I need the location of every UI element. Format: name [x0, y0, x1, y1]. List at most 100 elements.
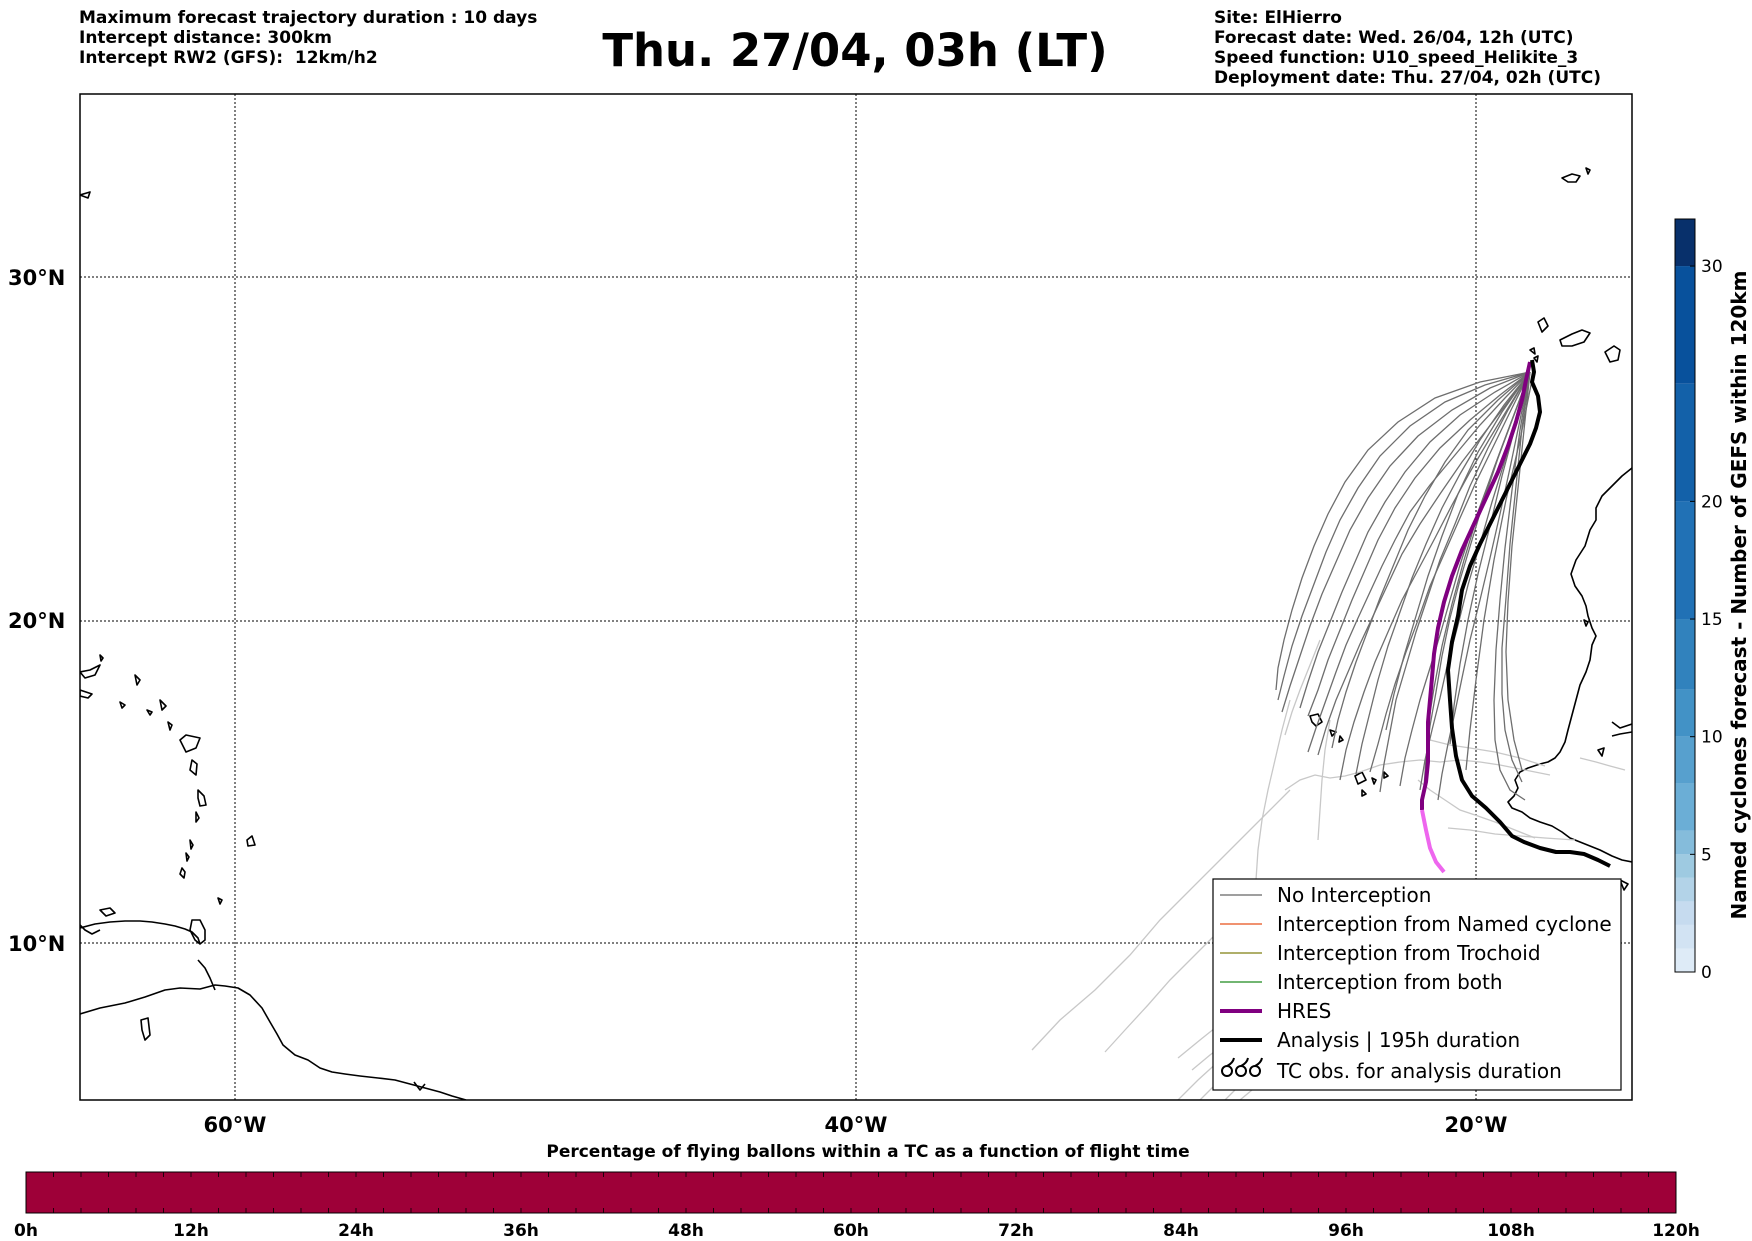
ensemble-track	[1427, 371, 1531, 727]
header-left-info: Maximum forecast trajectory duration : 1…	[79, 8, 537, 68]
right-colorbar-tick-label: 5	[1701, 845, 1712, 865]
faded-track	[1284, 639, 1321, 736]
right-colorbar-tick-label: 10	[1701, 728, 1723, 748]
ensemble-track	[1437, 371, 1531, 801]
faded-track	[1417, 779, 1536, 839]
hres-trajectory-late	[1420, 809, 1446, 874]
ensemble-track	[1369, 371, 1531, 773]
faded-track	[1429, 739, 1546, 767]
right-colorbar-segment	[1675, 689, 1695, 737]
legend: No Interception Interception from Named …	[1212, 878, 1622, 1091]
right-colorbar-tick-label: 30	[1701, 257, 1723, 277]
bottom-colorbar-title: Percentage of flying ballons within a TC…	[546, 1142, 1189, 1162]
hres-trajectory	[1420, 361, 1532, 810]
ensemble-track	[1385, 371, 1531, 731]
canary-fuerteventura	[1604, 345, 1621, 363]
legend-label-both: Interception from both	[1277, 970, 1503, 994]
deployment-date-text: Deployment date: Thu. 27/04, 02h (UTC)	[1214, 68, 1601, 88]
ensemble-track	[1307, 371, 1531, 717]
ensemble-trajectories	[1275, 371, 1533, 801]
bottom-colorbar: Percentage of flying ballons within a TC…	[14, 1142, 1700, 1241]
right-colorbar-label: Named cyclones forecast - Number of GEFS…	[1727, 271, 1751, 920]
bottom-colorbar-tick-label: 24h	[338, 1221, 374, 1241]
ensemble-track	[1465, 379, 1533, 771]
ensemble-track	[1331, 371, 1531, 749]
coastlines	[80, 167, 1632, 1100]
bottom-colorbar-ticks: 0h 12h 24h 36h 48h 60h 72h 84h 96h 108h 120h	[14, 1172, 1700, 1241]
map-title: Thu. 27/04, 03h (LT)	[602, 24, 1108, 77]
faded-track	[1579, 757, 1626, 771]
right-colorbar-segment	[1675, 736, 1695, 784]
ensemble-track	[1281, 371, 1531, 713]
south-america-coast	[80, 984, 467, 1100]
faded-track	[1255, 699, 1291, 881]
bottom-colorbar-tick-label: 120h	[1652, 1221, 1700, 1241]
ensemble-track	[1275, 371, 1531, 691]
legend-label-named-cyclone: Interception from Named cyclone	[1277, 912, 1612, 936]
faded-track	[1031, 789, 1291, 1051]
lat-label-30n: 30°N	[8, 266, 65, 290]
orinoco-delta	[197, 959, 216, 991]
ensemble-track	[1505, 371, 1531, 771]
ensemble-track	[1379, 371, 1531, 793]
bottom-colorbar-fill	[25, 1171, 1677, 1214]
cape-verde-area	[1611, 721, 1632, 737]
canary-elhierro	[1533, 355, 1539, 363]
max-duration-text: Maximum forecast trajectory duration : 1…	[79, 8, 538, 28]
right-colorbar-segment	[1675, 948, 1695, 972]
legend-label-no-interception: No Interception	[1277, 883, 1431, 907]
header-right-info: Site: ElHierro Forecast date: Wed. 26/04…	[1214, 8, 1601, 88]
small-islands-1	[99, 907, 116, 917]
right-colorbar-segments	[1675, 219, 1695, 972]
lon-label-20w: 20°W	[1445, 1113, 1508, 1137]
forecast-date-text: Forecast date: Wed. 26/04, 12h (UTC)	[1214, 28, 1574, 48]
intercept-distance-text: Intercept distance: 300km	[79, 28, 332, 48]
bottom-colorbar-tick-label: 96h	[1328, 1221, 1364, 1241]
right-colorbar-segment	[1675, 877, 1695, 902]
bottom-colorbar-tick-label: 0h	[14, 1221, 38, 1241]
right-colorbar-ticks: 0 5 10 15 20 30	[1690, 257, 1723, 983]
axis-labels: 30°N 20°N 10°N 60°W 40°W 20°W	[8, 266, 1507, 1137]
right-colorbar-segment	[1675, 219, 1695, 267]
right-colorbar-tick-label: 15	[1701, 610, 1723, 630]
caribbean-small-2	[140, 1017, 151, 1041]
ensemble-track	[1307, 371, 1531, 753]
venezuela-lake	[80, 924, 101, 935]
ensemble-track	[1493, 371, 1531, 801]
lat-label-10n: 10°N	[8, 932, 65, 956]
barbados-area	[217, 897, 223, 905]
canary-tenerife	[1537, 317, 1549, 333]
trinidad-island	[189, 919, 206, 945]
speed-function-text: Speed function: U10_speed_Helikite_3	[1214, 48, 1579, 68]
legend-box	[1212, 878, 1622, 1091]
bottom-colorbar-tick-label: 60h	[833, 1221, 869, 1241]
bottom-colorbar-tick-label: 12h	[173, 1221, 209, 1241]
legend-label-hres: HRES	[1277, 999, 1331, 1023]
right-colorbar-frame	[1674, 218, 1696, 973]
bottom-colorbar-tick-label: 72h	[998, 1221, 1034, 1241]
madeira	[1561, 167, 1591, 183]
right-colorbar-segment	[1675, 501, 1695, 620]
right-colorbar-segment	[1675, 924, 1695, 949]
right-colorbar-segment	[1675, 830, 1695, 855]
right-colorbar-segment	[1675, 619, 1695, 690]
map-frame	[79, 93, 1633, 1101]
right-colorbar-segment	[1675, 383, 1695, 502]
right-colorbar-tick-label: 20	[1701, 492, 1723, 512]
right-colorbar-segment	[1675, 854, 1695, 878]
faded-track	[1447, 827, 1576, 841]
right-colorbar-tick-label: 0	[1701, 963, 1712, 983]
analysis-trajectory	[1446, 359, 1611, 868]
tc-symbol-icon	[1221, 1057, 1263, 1077]
ensemble-track	[1277, 371, 1531, 701]
right-colorbar-segment	[1675, 783, 1695, 831]
lon-label-40w: 40°W	[825, 1113, 888, 1137]
intercept-rw2-text: Intercept RW2 (GFS): 12km/h2	[79, 48, 378, 68]
south-coast-2	[413, 1081, 426, 1091]
legend-label-tc-obs: TC obs. for analysis duration	[1276, 1059, 1562, 1083]
virgin-islands	[80, 689, 126, 709]
site-text: Site: ElHierro	[1214, 8, 1342, 28]
ensemble-track	[1355, 371, 1531, 775]
ensemble-track	[1501, 371, 1531, 783]
